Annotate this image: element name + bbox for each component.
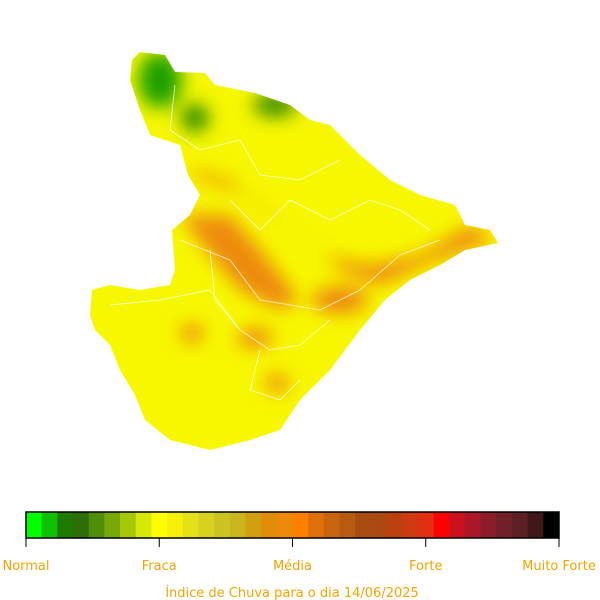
colorbar-swatch bbox=[323, 512, 341, 538]
colorbar-swatch bbox=[151, 512, 168, 538]
colorbar-swatch bbox=[449, 512, 466, 538]
colorbar-swatch bbox=[370, 512, 388, 538]
colorbar-swatch bbox=[245, 512, 262, 538]
colorbar-swatch bbox=[308, 512, 325, 538]
colorbar-swatch bbox=[198, 512, 215, 538]
colorbar-swatch bbox=[120, 512, 137, 538]
colorbar-label: Forte bbox=[409, 559, 442, 574]
colorbar-swatch bbox=[433, 512, 450, 538]
colorbar-swatch bbox=[26, 512, 43, 538]
colorbar-swatch bbox=[276, 512, 293, 538]
colorbar-swatch bbox=[57, 512, 74, 538]
colorbar-swatch bbox=[543, 512, 560, 538]
colorbar-swatch bbox=[464, 512, 482, 538]
colorbar-swatch bbox=[386, 512, 403, 538]
colorbar-swatch bbox=[73, 512, 90, 538]
colorbar-swatch bbox=[511, 512, 529, 538]
colorbar-swatch bbox=[496, 512, 513, 538]
colorbar-label: Muito Forte bbox=[522, 559, 596, 574]
caption: Índice de Chuva para o dia 14/06/2025 bbox=[165, 585, 419, 600]
colorbar-swatch bbox=[167, 512, 184, 538]
state-map bbox=[90, 52, 498, 450]
colorbar-swatch bbox=[229, 512, 246, 538]
colorbar-swatch bbox=[135, 512, 152, 538]
colorbar-swatch bbox=[41, 512, 58, 538]
colorbar-swatch bbox=[214, 512, 231, 538]
colorbar-swatch bbox=[402, 512, 419, 538]
colorbar-swatch bbox=[355, 512, 372, 538]
colorbar-swatch bbox=[261, 512, 278, 538]
colorbar-swatch bbox=[527, 512, 544, 538]
colorbar: Normal Fraca Média Forte Muito Forte bbox=[2, 511, 596, 574]
colorbar-label: Normal bbox=[2, 559, 49, 574]
municipal-borders bbox=[109, 84, 441, 401]
colorbar-swatch bbox=[292, 512, 309, 538]
colorbar-swatch bbox=[182, 512, 199, 538]
colorbar-label: Média bbox=[273, 559, 312, 574]
colorbar-swatch bbox=[88, 512, 105, 538]
colorbar-swatch bbox=[417, 512, 435, 538]
colorbar-swatch bbox=[104, 512, 121, 538]
colorbar-swatch bbox=[480, 512, 497, 538]
colorbar-swatch bbox=[339, 512, 356, 538]
colorbar-label: Fraca bbox=[142, 559, 177, 574]
rain-fields bbox=[138, 52, 495, 392]
